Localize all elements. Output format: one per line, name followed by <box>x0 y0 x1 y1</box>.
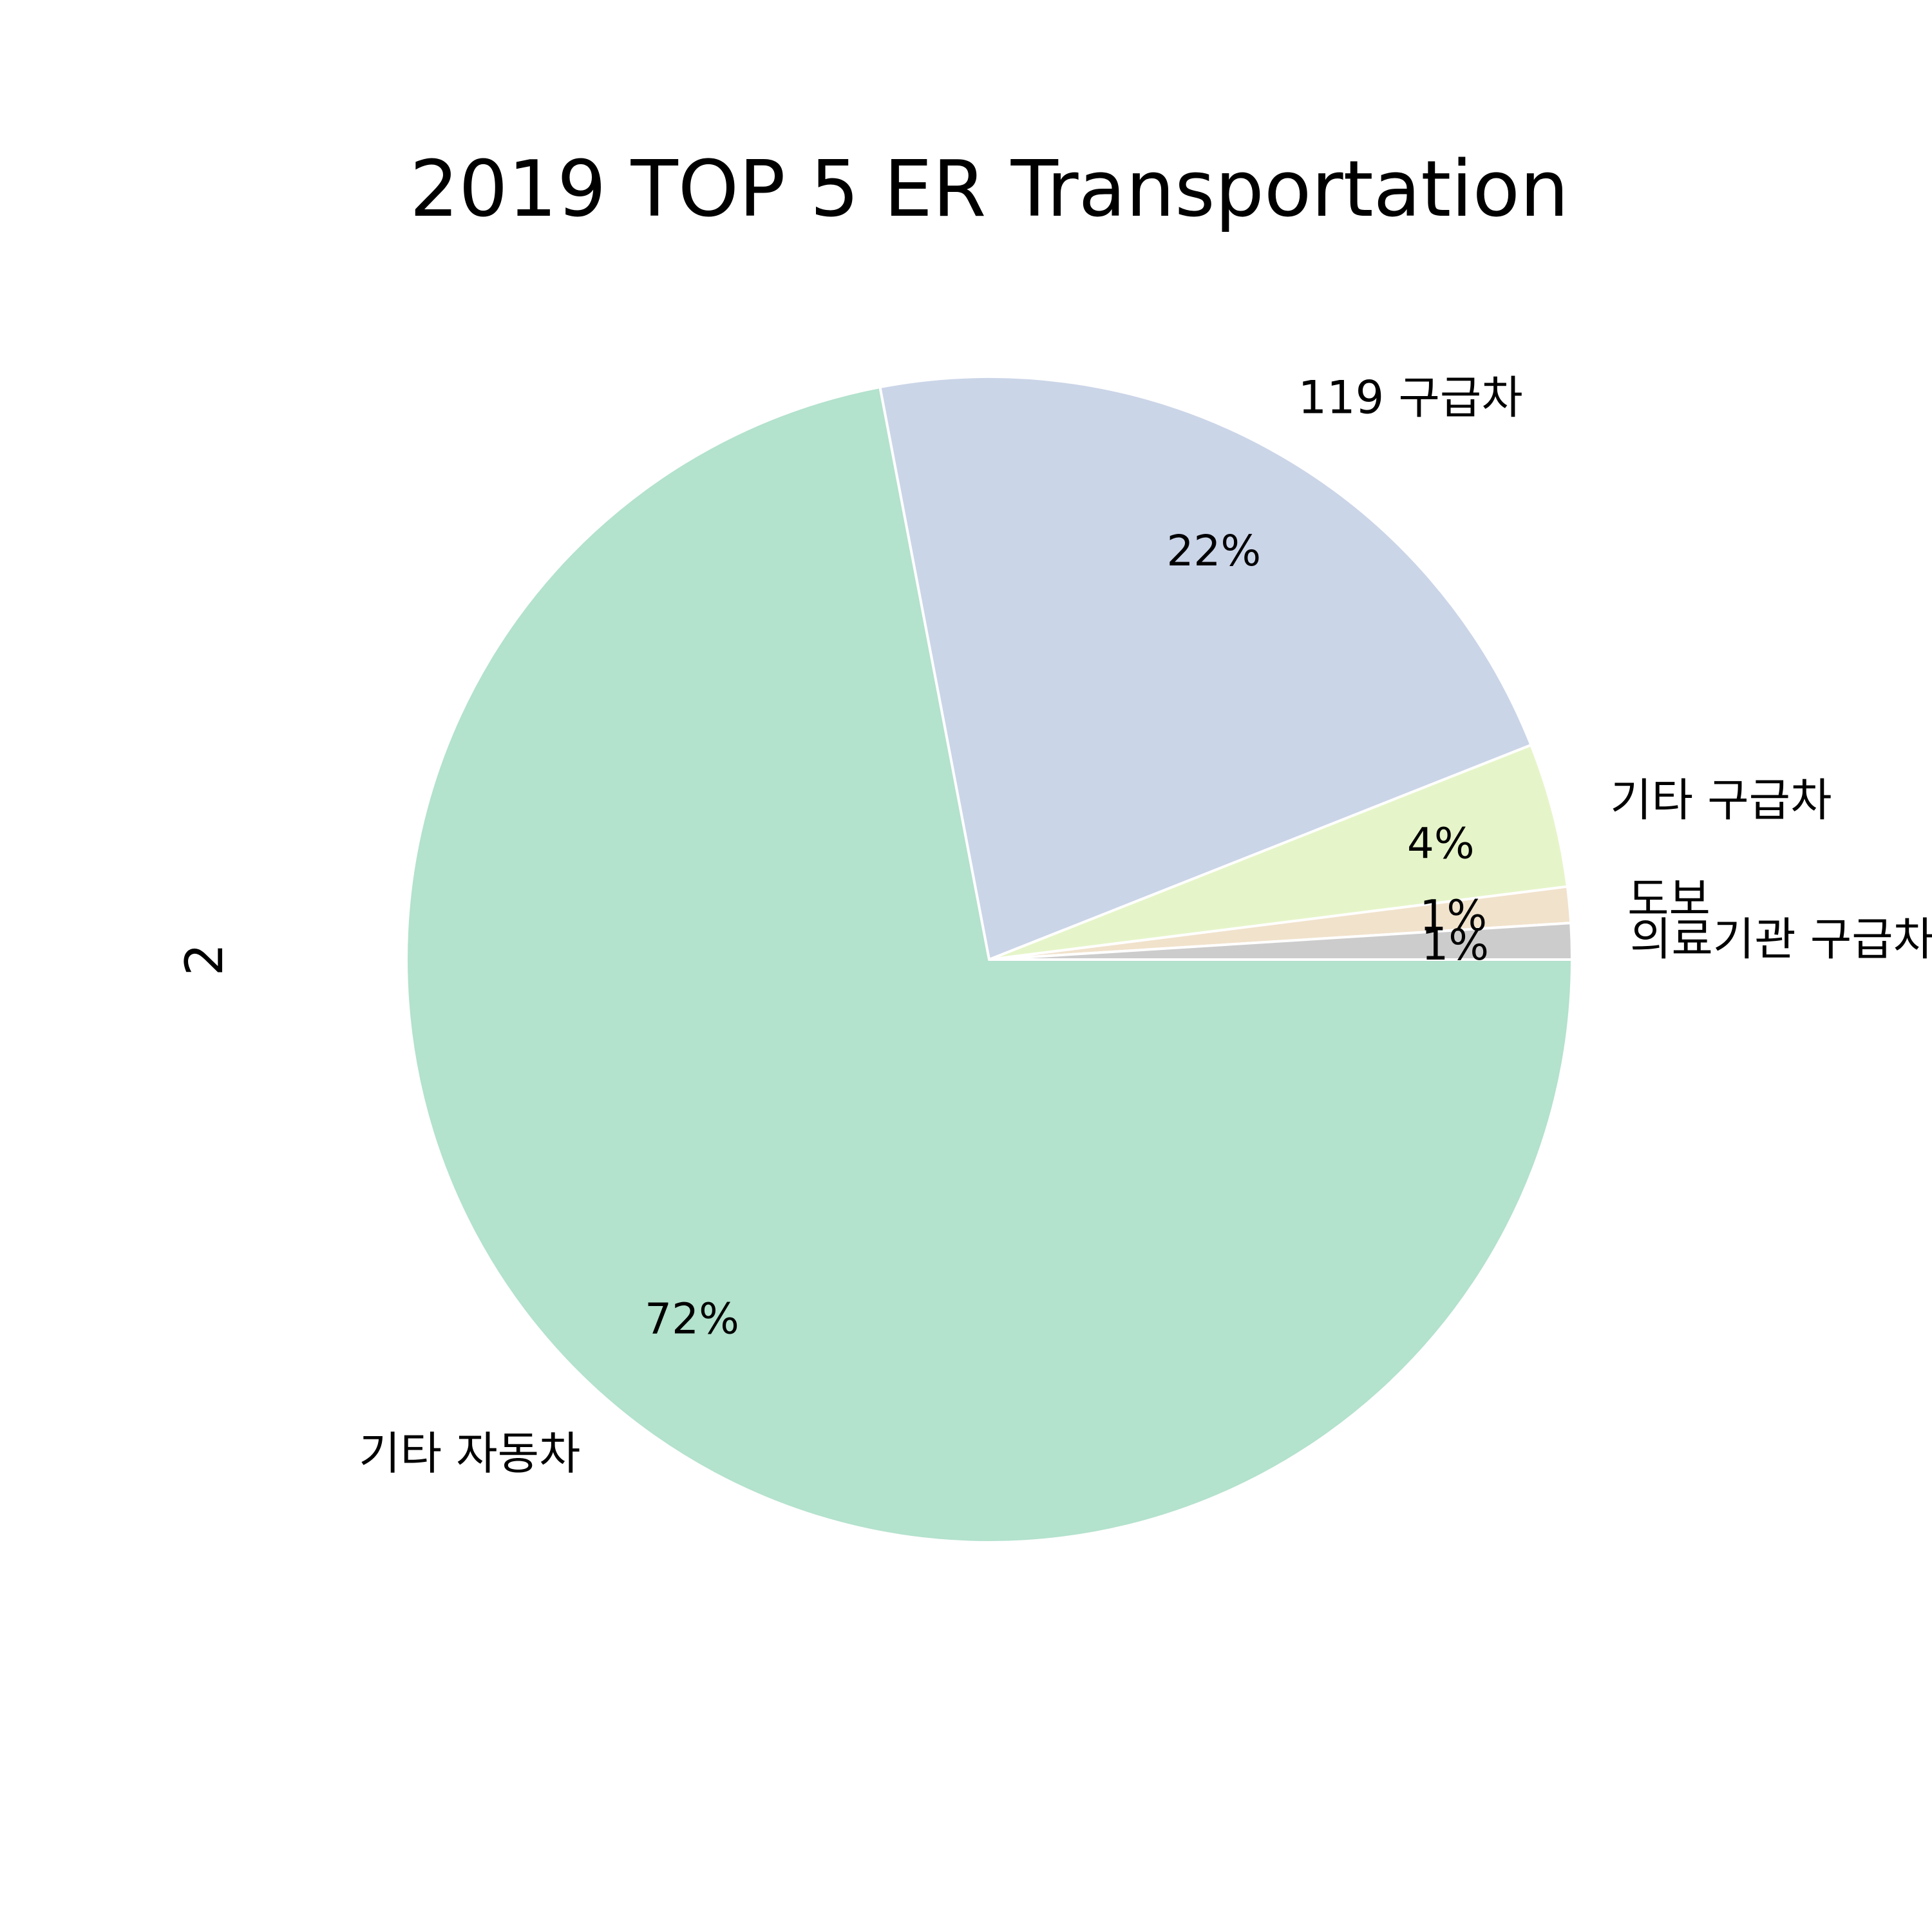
slice-category-label-4: 도보 <box>1627 873 1710 925</box>
pie-slice-1 <box>405 386 1573 1544</box>
pie-slice-2 <box>878 375 1533 961</box>
pie-slice-5 <box>988 922 1573 961</box>
slice-category-label-3: 기타 구급차 <box>1610 773 1832 826</box>
slice-percent-label-1: 72% <box>645 1294 739 1343</box>
slice-category-label-1: 기타 자동차 <box>359 1427 580 1480</box>
slice-percent-label-3: 4% <box>1407 819 1475 868</box>
slice-category-label-2: 119 구급차 <box>1298 372 1523 424</box>
slice-percent-label-4: 1% <box>1419 891 1487 940</box>
chart-title: 2019 TOP 5 ER Transportation <box>410 145 1569 234</box>
slice-category-label-5: 의료기관 구급차 <box>1630 913 1932 966</box>
y-axis-label: 2 <box>175 943 234 976</box>
slice-percent-label-5: 1% <box>1421 920 1489 970</box>
pie-slices <box>405 375 1573 1544</box>
pie-slice-3 <box>988 743 1569 961</box>
slice-percent-label-2: 22% <box>1166 526 1261 576</box>
pie-labels: 72% 기타 자동차 22% 119 구급차 4% 기타 구급차 1% 도보 1% 의료기관 구급… <box>359 372 1932 1480</box>
